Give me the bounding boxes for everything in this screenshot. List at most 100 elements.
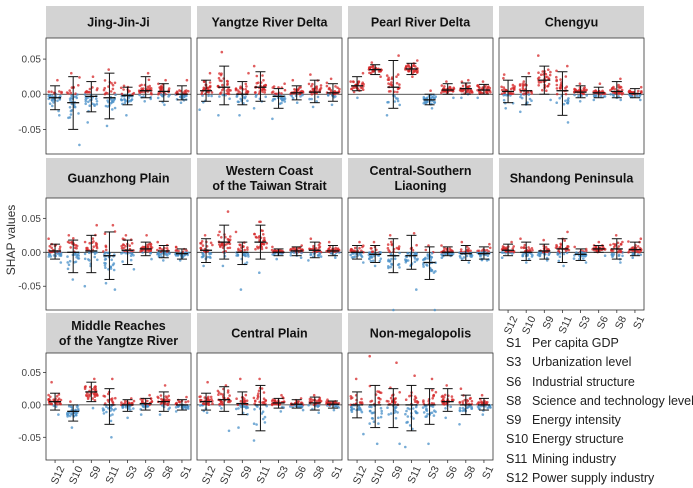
data-point [217, 114, 220, 117]
data-point [68, 89, 71, 92]
data-point [185, 94, 188, 98]
data-point [124, 234, 128, 237]
data-point [461, 406, 465, 410]
data-point [565, 85, 568, 88]
data-point [416, 257, 419, 261]
data-point [431, 397, 435, 400]
data-point [396, 90, 399, 94]
data-point [380, 412, 384, 415]
facet-panel: Central Plain S12 S10 S9 S11 S3 S6 S8 S1 [196, 313, 345, 486]
data-point [293, 88, 296, 91]
data-point [462, 256, 466, 259]
data-point [362, 432, 365, 436]
data-point [376, 390, 379, 393]
data-point [208, 85, 212, 89]
data-point [271, 117, 274, 121]
data-point [167, 394, 170, 398]
data-point [142, 95, 145, 98]
data-point [159, 402, 163, 405]
data-point [245, 261, 249, 264]
data-point [468, 405, 472, 408]
data-point [421, 258, 425, 262]
data-point [521, 86, 525, 90]
data-point [555, 78, 558, 82]
data-point [458, 401, 462, 404]
data-point [145, 249, 149, 252]
data-point [270, 248, 274, 252]
data-point [88, 241, 91, 245]
data-point [60, 90, 63, 94]
data-point [120, 244, 123, 248]
data-point [207, 94, 210, 98]
data-point [51, 104, 54, 108]
data-point [104, 266, 107, 270]
data-point [564, 75, 568, 78]
data-point [567, 99, 570, 103]
data-point [77, 257, 81, 260]
data-point [75, 405, 79, 409]
data-point [121, 251, 125, 254]
data-point [395, 246, 399, 250]
data-point [120, 401, 123, 404]
data-point [202, 253, 205, 257]
data-point [203, 87, 206, 90]
data-point [426, 412, 429, 416]
data-point [279, 410, 283, 413]
data-point [412, 417, 415, 420]
data-point [541, 70, 544, 73]
data-point [502, 98, 506, 102]
data-point [95, 102, 99, 106]
data-point [398, 442, 401, 446]
data-point [111, 401, 115, 405]
data-point [573, 87, 576, 91]
data-point [256, 394, 260, 397]
facet-strip [348, 313, 493, 353]
data-point [411, 407, 415, 410]
data-point [167, 87, 171, 90]
data-point [397, 245, 401, 248]
data-point [110, 101, 114, 104]
data-point [465, 254, 469, 258]
data-point [367, 251, 371, 254]
y-tick-label: -0.05 [18, 433, 41, 444]
data-point [467, 78, 470, 82]
data-point [619, 77, 622, 81]
data-point [93, 251, 96, 254]
data-point [219, 392, 223, 396]
data-point [537, 84, 540, 87]
data-point [88, 87, 92, 91]
data-point [639, 85, 643, 89]
data-point [404, 261, 408, 264]
data-point [470, 254, 474, 257]
y-tick-label: -0.05 [18, 125, 41, 136]
data-point [443, 403, 446, 406]
data-point [92, 245, 95, 248]
data-point [58, 90, 61, 93]
data-point [411, 64, 415, 67]
data-point [349, 80, 353, 83]
data-point [57, 109, 60, 113]
data-point [128, 244, 131, 247]
data-point [83, 240, 87, 244]
data-point [619, 250, 623, 253]
data-point [486, 254, 490, 257]
data-point [75, 244, 79, 248]
data-point [431, 95, 434, 99]
data-point [612, 242, 615, 246]
data-point [395, 75, 398, 78]
data-point [392, 308, 395, 312]
data-point [70, 241, 73, 244]
data-point [415, 288, 418, 291]
x-tick-label: S11 [556, 314, 575, 335]
data-point [175, 90, 179, 93]
data-point [220, 50, 224, 54]
data-point [298, 86, 301, 89]
data-point [106, 105, 109, 108]
data-point [218, 230, 221, 234]
data-point [224, 384, 228, 387]
data-point [206, 380, 209, 384]
data-point [471, 91, 474, 94]
data-point [557, 259, 561, 263]
data-point [225, 89, 229, 92]
data-point [228, 246, 232, 250]
